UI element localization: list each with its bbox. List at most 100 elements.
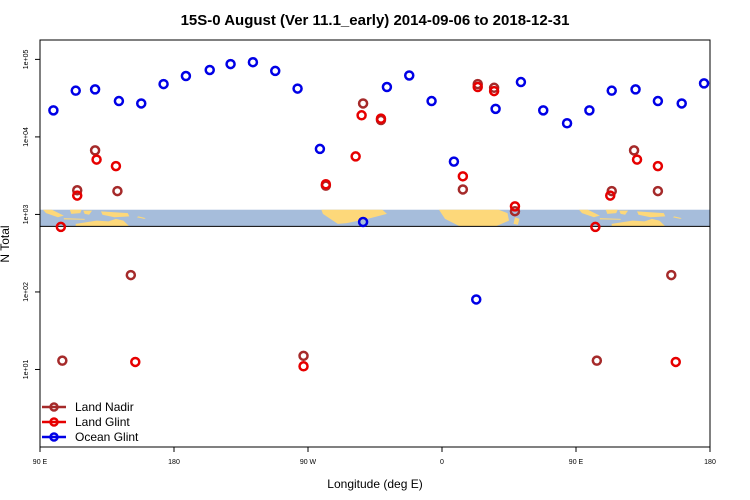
data-point xyxy=(670,356,682,368)
legend-item: Land Glint xyxy=(42,415,130,429)
data-point xyxy=(584,105,595,116)
data-point xyxy=(70,85,81,96)
data-point xyxy=(91,154,102,165)
y-tick-label: 1e+05 xyxy=(23,49,30,69)
data-point xyxy=(509,201,521,212)
data-point xyxy=(314,143,326,155)
y-axis-title: N Total xyxy=(0,225,12,262)
land-south-america xyxy=(321,209,387,224)
x-tick-label: 90 W xyxy=(300,459,317,466)
data-point xyxy=(204,64,215,76)
data-point xyxy=(591,355,603,366)
data-point xyxy=(628,145,640,156)
data-point xyxy=(375,113,387,124)
data-point xyxy=(515,76,527,88)
legend-swatch-marker xyxy=(49,417,59,427)
y-tick-label: 1e+02 xyxy=(23,282,30,302)
chart-title: 15S-0 August (Ver 11.1_early) 2014-09-06… xyxy=(181,12,570,29)
world-map-band xyxy=(40,209,710,227)
series-ocean-glint xyxy=(48,56,710,305)
data-point xyxy=(457,184,469,195)
data-points xyxy=(48,56,710,372)
y-tick-label: 1e+03 xyxy=(23,204,30,224)
data-point xyxy=(180,70,192,82)
data-point xyxy=(89,84,101,95)
legend-label: Ocean Glint xyxy=(75,430,139,444)
data-point xyxy=(130,356,141,368)
legend-swatch-marker xyxy=(49,402,59,412)
series-land-glint xyxy=(55,81,682,372)
data-point xyxy=(356,110,367,121)
data-point xyxy=(381,81,393,93)
data-point xyxy=(247,56,259,68)
x-tick-label: 90 E xyxy=(569,459,584,466)
land-java-west xyxy=(63,218,85,220)
plot-frame xyxy=(39,39,711,448)
land-australia-east xyxy=(611,218,666,227)
land-java-east xyxy=(599,218,621,220)
land-sumatra-west xyxy=(43,209,64,218)
land-sulawesi-west xyxy=(83,210,93,215)
data-point xyxy=(292,83,303,94)
data-point xyxy=(537,105,549,116)
data-point xyxy=(698,78,710,89)
y-tick-label: 1e+04 xyxy=(23,127,30,147)
data-point xyxy=(357,216,369,228)
y-axis: 1e+01 1e+02 1e+03 1e+04 1e+05 xyxy=(23,49,40,379)
data-point xyxy=(561,118,573,129)
legend-item: Ocean Glint xyxy=(42,430,139,444)
land-borneo-west xyxy=(69,209,82,214)
data-point xyxy=(135,98,147,109)
data-point xyxy=(652,95,664,107)
data-point xyxy=(652,185,664,197)
land-australia-west xyxy=(75,218,130,227)
data-point xyxy=(89,145,101,156)
data-point xyxy=(652,160,664,172)
land-solomon-east xyxy=(672,216,682,219)
data-point xyxy=(298,361,309,372)
land-new-guinea-west xyxy=(101,211,130,218)
data-point xyxy=(426,95,437,107)
legend-label: Land Nadir xyxy=(75,400,134,414)
data-point xyxy=(48,105,59,116)
data-point xyxy=(71,190,83,201)
x-axis: 90 E 180 90 W 0 90 E 180 xyxy=(33,447,716,466)
x-tick-label: 90 E xyxy=(33,459,48,466)
land-madagascar xyxy=(513,217,520,225)
data-point xyxy=(488,85,500,97)
data-point xyxy=(320,179,332,190)
land-sumatra-east xyxy=(579,209,600,218)
data-point xyxy=(125,269,137,281)
map-ocean xyxy=(40,209,710,227)
land-new-guinea-east xyxy=(637,211,666,218)
y-tick-label: 1e+01 xyxy=(23,360,30,380)
legend-label: Land Glint xyxy=(75,415,130,429)
x-tick-label: 180 xyxy=(168,459,180,466)
data-point xyxy=(71,185,83,196)
data-point xyxy=(269,65,281,77)
data-point xyxy=(590,221,601,233)
data-point xyxy=(604,190,616,201)
land-sulawesi-east xyxy=(619,210,629,215)
land-africa xyxy=(439,209,509,227)
land-solomon-west xyxy=(136,216,146,219)
data-point xyxy=(110,160,122,172)
x-axis-title: Longitude (deg E) xyxy=(327,477,422,491)
data-point xyxy=(509,205,521,217)
data-point xyxy=(457,171,469,182)
data-point xyxy=(666,269,677,281)
data-point xyxy=(676,98,687,109)
data-point xyxy=(55,221,67,233)
data-point xyxy=(225,58,236,70)
data-point xyxy=(350,151,361,162)
data-point xyxy=(158,78,169,90)
x-tick-label: 0 xyxy=(440,459,444,466)
legend-swatch-marker xyxy=(49,432,59,442)
data-point xyxy=(630,84,641,95)
data-point xyxy=(490,103,501,115)
data-point xyxy=(472,81,483,93)
data-point xyxy=(631,154,643,165)
data-point xyxy=(448,156,460,167)
